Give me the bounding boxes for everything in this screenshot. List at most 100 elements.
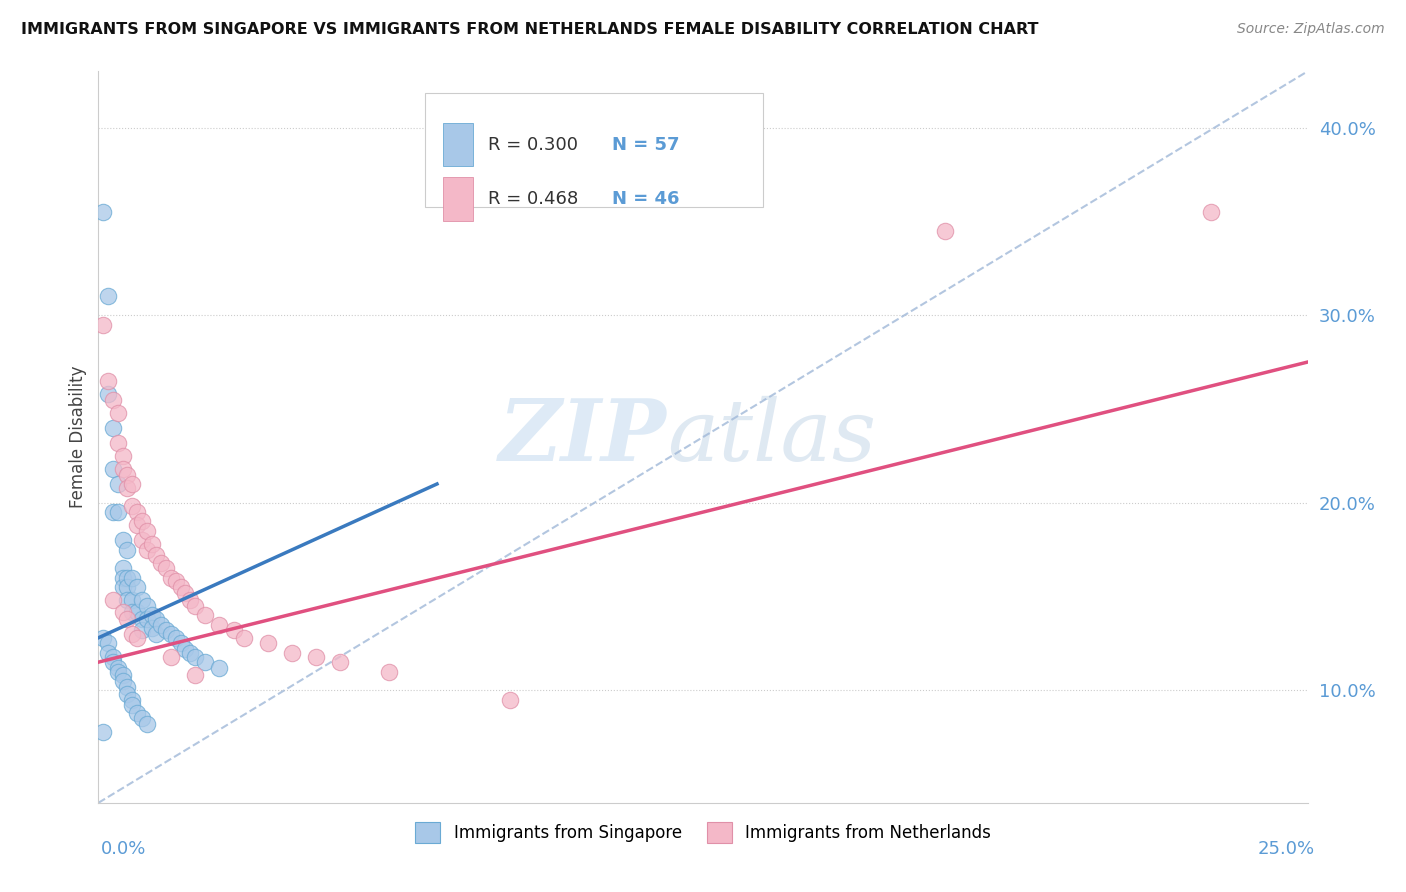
Legend: Immigrants from Singapore, Immigrants from Netherlands: Immigrants from Singapore, Immigrants fr…: [409, 815, 997, 849]
Point: [145, 548, 167, 562]
Point: [117, 542, 139, 557]
Point: [111, 580, 134, 594]
Text: 0.0%: 0.0%: [101, 840, 146, 858]
Point: [155, 561, 177, 575]
Point: [91, 724, 114, 739]
Point: [160, 649, 183, 664]
Point: [165, 574, 187, 589]
Point: [97, 387, 120, 401]
Point: [111, 605, 134, 619]
Point: [184, 599, 207, 613]
Point: [179, 593, 201, 607]
Point: [329, 655, 352, 669]
Point: [1199, 205, 1222, 219]
Point: [101, 655, 124, 669]
Point: [256, 636, 278, 650]
Point: [131, 624, 153, 638]
Point: [111, 462, 134, 476]
Point: [117, 680, 139, 694]
Point: [121, 692, 143, 706]
FancyBboxPatch shape: [425, 94, 763, 207]
Point: [131, 533, 153, 548]
Point: [208, 661, 231, 675]
Text: N = 57: N = 57: [613, 136, 681, 153]
Point: [145, 627, 167, 641]
Point: [107, 435, 129, 450]
Text: IMMIGRANTS FROM SINGAPORE VS IMMIGRANTS FROM NETHERLANDS FEMALE DISABILITY CORRE: IMMIGRANTS FROM SINGAPORE VS IMMIGRANTS …: [21, 22, 1039, 37]
Point: [117, 481, 139, 495]
Point: [208, 617, 231, 632]
Point: [117, 467, 139, 482]
Point: [111, 533, 134, 548]
Text: R = 0.300: R = 0.300: [488, 136, 578, 153]
Point: [169, 636, 191, 650]
Point: [155, 624, 177, 638]
Text: ZIP: ZIP: [499, 395, 666, 479]
Point: [141, 621, 163, 635]
Point: [127, 631, 149, 645]
Text: atlas: atlas: [666, 396, 876, 478]
Point: [377, 665, 399, 679]
Y-axis label: Female Disability: Female Disability: [69, 366, 87, 508]
Point: [101, 392, 124, 407]
Point: [127, 505, 149, 519]
Point: [135, 524, 157, 538]
Point: [117, 612, 139, 626]
Point: [174, 586, 197, 600]
Point: [107, 406, 129, 420]
Point: [222, 624, 245, 638]
Point: [498, 692, 520, 706]
Point: [121, 593, 143, 607]
Point: [141, 537, 163, 551]
Point: [111, 668, 134, 682]
Point: [184, 668, 207, 682]
Point: [121, 571, 143, 585]
Point: [127, 580, 149, 594]
Point: [121, 605, 143, 619]
Point: [131, 515, 153, 529]
Point: [305, 649, 328, 664]
Point: [160, 627, 183, 641]
Point: [135, 599, 157, 613]
FancyBboxPatch shape: [443, 122, 474, 167]
Point: [97, 289, 120, 303]
Point: [107, 505, 129, 519]
Point: [184, 649, 207, 664]
Point: [107, 661, 129, 675]
Point: [97, 636, 120, 650]
Point: [111, 449, 134, 463]
Point: [174, 642, 197, 657]
Point: [179, 646, 201, 660]
Point: [91, 631, 114, 645]
Point: [97, 374, 120, 388]
Point: [150, 617, 173, 632]
Point: [117, 593, 139, 607]
Point: [131, 593, 153, 607]
Point: [232, 631, 254, 645]
Point: [117, 571, 139, 585]
Point: [135, 717, 157, 731]
Text: R = 0.468: R = 0.468: [488, 190, 578, 209]
FancyBboxPatch shape: [443, 178, 474, 221]
Point: [145, 612, 167, 626]
Point: [127, 605, 149, 619]
Point: [194, 608, 217, 623]
Point: [117, 580, 139, 594]
Point: [101, 649, 124, 664]
Text: Source: ZipAtlas.com: Source: ZipAtlas.com: [1237, 22, 1385, 37]
Point: [101, 462, 124, 476]
Point: [111, 673, 134, 688]
Point: [131, 612, 153, 626]
Point: [97, 646, 120, 660]
Point: [281, 646, 304, 660]
Point: [101, 505, 124, 519]
Point: [101, 593, 124, 607]
Point: [135, 542, 157, 557]
Point: [131, 711, 153, 725]
Point: [934, 224, 956, 238]
Point: [135, 612, 157, 626]
Point: [121, 627, 143, 641]
Point: [121, 477, 143, 491]
Point: [121, 500, 143, 514]
Point: [169, 580, 191, 594]
